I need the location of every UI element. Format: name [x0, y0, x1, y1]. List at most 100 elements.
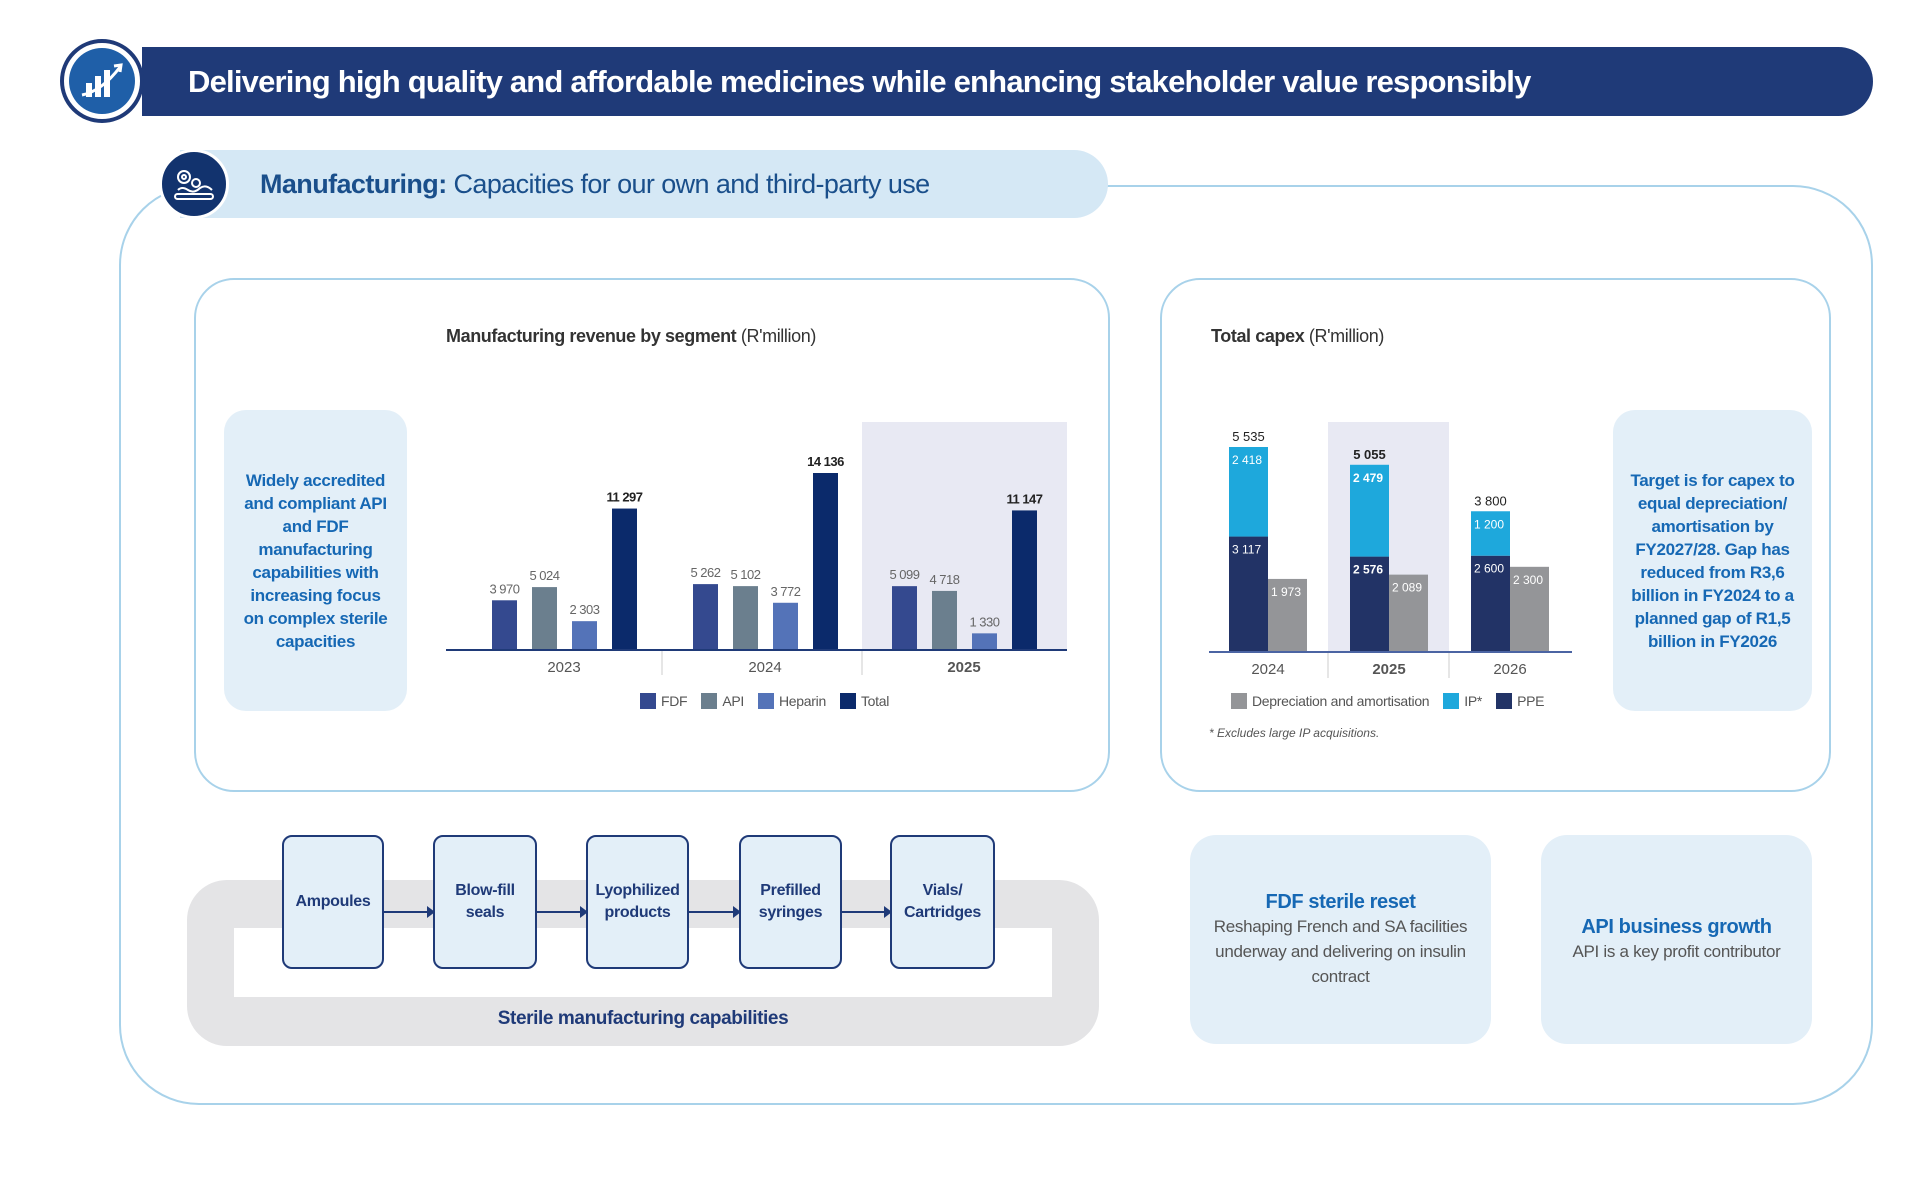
legend-swatch — [758, 693, 774, 709]
legend-swatch — [1496, 693, 1513, 709]
arrow-right-icon — [689, 906, 741, 918]
section-title: Manufacturing: Capacities for our own an… — [180, 150, 1108, 218]
step-ampoules: Ampoules — [282, 835, 384, 969]
data-label: 3 772 — [770, 584, 800, 599]
bar-api — [733, 586, 758, 650]
data-label: 1 973 — [1271, 585, 1301, 599]
capex-target-note: Target is for capex to equal depreciatio… — [1613, 410, 1812, 711]
data-label: 3 117 — [1232, 543, 1261, 557]
legend-swatch — [1231, 693, 1247, 709]
legend-item: IP* — [1443, 693, 1482, 709]
bar-fdf — [693, 584, 718, 650]
bar-api — [932, 590, 957, 650]
info-card-api-growth: API business growth API is a key profit … — [1541, 835, 1812, 1044]
capex-chart-title: Total capex (R'million) — [1211, 326, 1384, 346]
section-title-rest: Capacities for our own and third-party u… — [453, 169, 931, 199]
legend-label: API — [722, 693, 744, 709]
bar-ppe — [1471, 555, 1510, 652]
data-label: 11 147 — [1006, 491, 1042, 506]
legend-swatch — [701, 693, 718, 709]
data-label: 2 303 — [569, 602, 599, 617]
section-title-bold: Manufacturing: — [260, 169, 447, 199]
legend-item: API — [701, 693, 744, 709]
info-card-title: FDF sterile reset — [1265, 890, 1416, 913]
arrow-right-icon — [384, 906, 435, 918]
legend-swatch — [640, 693, 656, 709]
bar-total — [1012, 510, 1037, 650]
data-label: 5 262 — [690, 565, 720, 580]
bar-fdf — [892, 586, 917, 650]
x-tick-label: 2024 — [1251, 661, 1284, 678]
info-card-text: API is a key profit contributor — [1572, 941, 1781, 961]
data-label: 4 718 — [929, 572, 959, 587]
bar-ppe — [1229, 536, 1268, 652]
revenue-chart: 3 970 5 024 2 303 11 297 2023 5 262 5 102 3 772… — [446, 422, 1067, 676]
bar-total — [612, 508, 637, 650]
bar-fdf — [492, 600, 517, 650]
revenue-legend: FDF API Heparin Total — [640, 693, 889, 709]
capex-legend: Depreciation and amortisation IP* PPE — [1231, 693, 1545, 709]
data-label: 2 089 — [1392, 581, 1422, 595]
total-label: 5 055 — [1353, 447, 1386, 462]
step-blow-fill-seals: Blow-fill seals — [433, 835, 537, 969]
legend-label: Depreciation and amortisation — [1252, 693, 1430, 709]
data-label: 2 418 — [1232, 453, 1262, 467]
bar-depreciation — [1510, 566, 1549, 652]
data-label: 5 099 — [889, 567, 919, 582]
data-label: 2 479 — [1353, 471, 1383, 485]
legend-item: Depreciation and amortisation — [1231, 693, 1430, 709]
legend-item: FDF — [640, 693, 688, 709]
legend-swatch — [1443, 693, 1460, 709]
legend-label: IP* — [1464, 693, 1483, 709]
bar-heparin — [972, 633, 997, 650]
legend-item: Heparin — [758, 693, 826, 709]
bar-api — [532, 587, 557, 650]
legend-label: FDF — [661, 693, 688, 709]
data-label: 11 297 — [606, 490, 642, 505]
legend-label: Heparin — [779, 693, 826, 709]
info-card-title: API business growth — [1581, 915, 1772, 938]
growth-chart-icon — [60, 39, 144, 123]
bar-ppe — [1350, 556, 1389, 652]
capex-chart: 3 117 2 418 1 973 5 535 2024 2 576 2 479 2 089 5… — [1209, 422, 1572, 678]
bar-heparin — [572, 621, 597, 650]
bar-total — [813, 473, 838, 650]
step-lyophilized-products: Lyophilized products — [586, 835, 689, 969]
legend-label: Total — [860, 693, 890, 709]
legend-item: PPE — [1496, 693, 1545, 709]
bar-depreciation — [1268, 578, 1307, 652]
step-prefilled-syringes: Prefilled syringes — [739, 835, 842, 969]
data-label: 14 136 — [807, 454, 844, 469]
bar-ip — [1229, 447, 1268, 537]
x-tick-label: 2023 — [547, 659, 580, 676]
total-label: 3 800 — [1474, 493, 1507, 508]
bar-ip — [1350, 464, 1389, 557]
capex-footnote: * Excludes large IP acquisitions. — [1209, 726, 1380, 740]
bar-depreciation — [1389, 574, 1428, 652]
bar-ip — [1471, 511, 1510, 556]
x-tick-label: 2024 — [748, 659, 781, 676]
gear-conveyor-icon — [159, 149, 229, 219]
data-label: 1 330 — [969, 614, 999, 629]
data-label: 1 200 — [1474, 517, 1504, 531]
legend-item: Total — [839, 693, 890, 709]
sterile-caption: Sterile manufacturing capabilities — [497, 1008, 789, 1029]
arrow-right-icon — [537, 906, 588, 918]
data-label: 2 576 — [1353, 563, 1383, 577]
bar-heparin — [773, 602, 798, 650]
accreditation-note: Widely accredited and compliant API and … — [224, 410, 407, 711]
x-tick-label: 2025 — [1372, 661, 1405, 678]
x-tick-label: 2026 — [1493, 661, 1526, 678]
info-card-fdf-sterile: FDF sterile reset Reshaping French and S… — [1190, 835, 1491, 1044]
step-vials-cartridges: Vials/ Cartridges — [890, 835, 995, 969]
total-label: 5 535 — [1232, 429, 1265, 444]
data-label: 2 600 — [1474, 562, 1504, 576]
page-title: Delivering high quality and affordable m… — [142, 47, 1873, 116]
data-label: 3 970 — [489, 581, 519, 596]
legend-swatch — [839, 693, 856, 709]
arrow-right-icon — [842, 906, 892, 918]
x-tick-label: 2025 — [947, 659, 980, 676]
data-label: 5 102 — [730, 567, 760, 582]
data-label: 5 024 — [529, 568, 559, 583]
data-label: 2 300 — [1513, 573, 1543, 587]
